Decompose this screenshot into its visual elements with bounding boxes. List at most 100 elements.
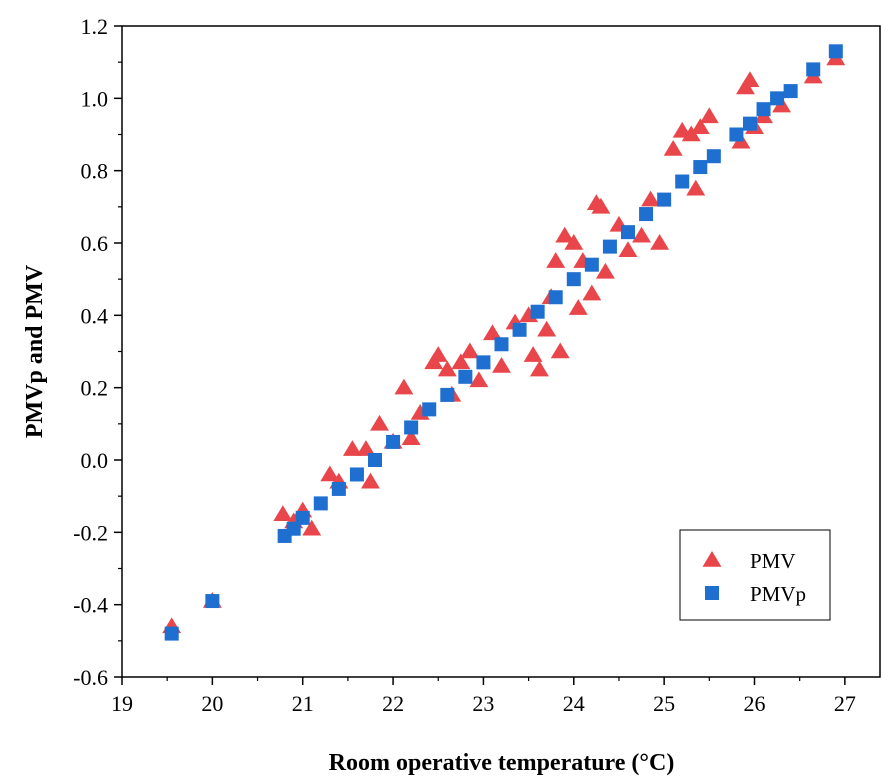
pmv-point [370, 414, 389, 431]
pmv-point [320, 465, 340, 482]
pmvp-point [476, 355, 491, 370]
y-tick-label: 0.4 [81, 303, 109, 328]
x-tick-label: 19 [111, 691, 133, 716]
y-tick-label: 0.0 [81, 448, 109, 473]
pmvp-point [770, 91, 785, 106]
pmv-point [342, 440, 362, 456]
pmvp-point [494, 337, 509, 352]
y-tick-label: 1.2 [81, 14, 109, 39]
pmv-point [361, 472, 380, 489]
y-tick-label: 0.8 [81, 159, 109, 184]
pmv-point [451, 353, 471, 370]
pmv-point [469, 371, 489, 388]
pmv-point [650, 234, 670, 250]
pmv-point [437, 360, 457, 377]
pmvp-point [295, 510, 310, 525]
pmvp-point [164, 626, 179, 641]
pmvp-point [349, 467, 364, 482]
pmvp-point [621, 225, 635, 240]
pmv-point [591, 197, 611, 214]
pmv-point [492, 356, 511, 373]
x-tick-label: 24 [563, 691, 585, 716]
pmvp-point [806, 62, 821, 77]
x-tick-label: 22 [382, 691, 404, 716]
x-axis: 19 20 21 22 23 24 25 26 27 [111, 677, 856, 716]
pmvp-point [675, 174, 690, 189]
x-tick-label: 26 [744, 691, 766, 716]
pmvp-point [404, 420, 419, 435]
pmv-point [641, 190, 661, 207]
pmvp-point [706, 149, 721, 164]
y-tick-label: 0.6 [81, 231, 109, 256]
pmv-point [460, 342, 480, 359]
pmv-point [632, 226, 652, 243]
pmv-point [690, 118, 710, 135]
pmv-point [428, 346, 448, 362]
pmvp-point [205, 594, 220, 609]
pmvp-point [783, 84, 798, 99]
pmv-point [302, 519, 322, 536]
pmv-point [530, 360, 549, 377]
y-tick-label: -0.4 [73, 593, 108, 618]
legend-marker-pmvp [705, 586, 719, 600]
pmv-point [555, 226, 575, 243]
pmv-point [546, 252, 566, 268]
pmvp-point [440, 387, 455, 402]
pmvp-point [512, 322, 527, 337]
pmv-point [595, 262, 615, 279]
pmv-point [550, 342, 570, 359]
pmvp-point [602, 239, 617, 254]
pmv-point [523, 346, 543, 362]
pmvp-point [729, 127, 744, 142]
pmvp-point [386, 434, 401, 449]
pmvp-point [548, 290, 563, 305]
pmv-point [564, 234, 584, 250]
pmvp-point [639, 207, 654, 222]
pmv-point [663, 139, 683, 156]
pmvp-point [458, 369, 473, 384]
pmvp-point [742, 116, 757, 131]
pmvp-point [368, 453, 382, 467]
legend: PMV PMVp [679, 529, 831, 621]
x-tick-label: 23 [472, 691, 494, 716]
legend-marker-pmv [702, 551, 722, 567]
pmv-point [699, 107, 719, 124]
pmv-point [618, 241, 638, 257]
y-axis: -0.6 -0.4 -0.2 0.0 0.2 0.4 0.6 0.8 1.0 1.2 [73, 14, 122, 690]
y-axis-title: PMVp and PMV [22, 264, 48, 438]
pmvp-point [756, 102, 771, 117]
pmv-point [394, 378, 414, 395]
pmvp-point [530, 304, 545, 319]
pmvp-point [693, 160, 708, 175]
x-tick-label: 20 [201, 691, 223, 716]
pmv-point [568, 299, 588, 315]
x-axis-title: Room operative temperature (°C) [329, 750, 675, 776]
y-tick-label: 1.0 [81, 86, 109, 111]
pmvp-point [422, 402, 437, 417]
pmvp-point [331, 481, 346, 496]
pmvp-point [313, 496, 328, 511]
y-tick-label: -0.2 [73, 520, 108, 545]
pmv-point [273, 505, 293, 521]
y-tick-label: -0.6 [73, 665, 108, 690]
pmv-point [740, 71, 760, 87]
pmvp-point [828, 44, 843, 59]
x-tick-label: 25 [653, 691, 675, 716]
pmv-point [582, 284, 602, 301]
pmvp-point [566, 272, 581, 287]
pmvp-point [286, 521, 301, 536]
pmvp-point [584, 257, 599, 272]
x-tick-label: 27 [834, 691, 856, 716]
pmv-point [483, 324, 502, 341]
pmv-point [356, 440, 376, 456]
pmv-point [686, 179, 706, 196]
pmv-point [537, 320, 557, 337]
pmv-point [401, 429, 421, 446]
legend-box [679, 529, 831, 621]
pmvp-series [164, 44, 843, 641]
y-tick-label: 0.2 [81, 376, 109, 401]
legend-label-pmv: PMV [750, 549, 796, 573]
pmvp-point [657, 192, 672, 207]
x-tick-label: 21 [292, 691, 314, 716]
